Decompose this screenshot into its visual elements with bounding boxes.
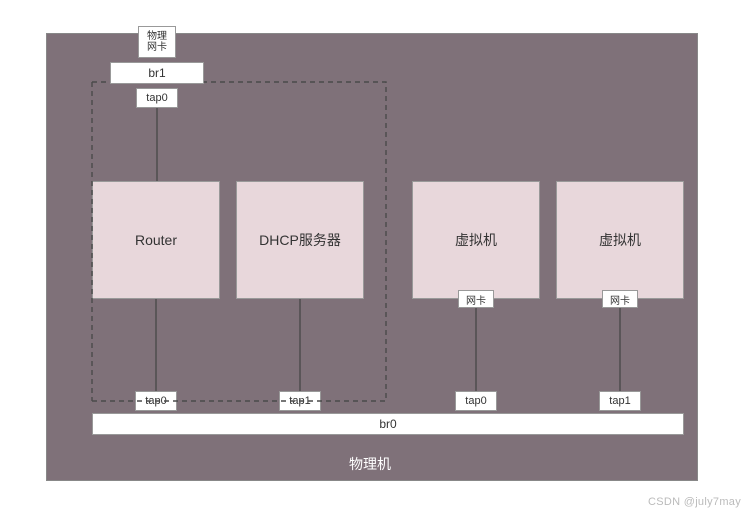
br0-bridge-box: br0 bbox=[92, 413, 684, 435]
node-vm2: 虚拟机 bbox=[556, 181, 684, 299]
node-dhcp: DHCP服务器 bbox=[236, 181, 364, 299]
physical-nic-box: 物理 网卡 bbox=[138, 26, 176, 58]
node-vm1-nic: 网卡 bbox=[458, 290, 494, 308]
node-vm2-nic: 网卡 bbox=[602, 290, 638, 308]
node-vm2-label: 虚拟机 bbox=[599, 230, 641, 250]
node-vm1: 虚拟机 bbox=[412, 181, 540, 299]
top-tap0-box: tap0 bbox=[136, 88, 178, 108]
tap-btap2: tap0 bbox=[455, 391, 497, 411]
tap-btap1: tap1 bbox=[279, 391, 321, 411]
diagram-canvas: 物理 网卡 br1 tap0 Router DHCP服务器 虚拟机网卡 虚拟机网卡 t… bbox=[0, 0, 749, 512]
host-label: 物理机 bbox=[330, 454, 410, 474]
tap-btap3: tap1 bbox=[599, 391, 641, 411]
node-router: Router bbox=[92, 181, 220, 299]
physical-nic-label: 物理 网卡 bbox=[147, 31, 167, 53]
node-router-label: Router bbox=[135, 232, 177, 248]
node-dhcp-label: DHCP服务器 bbox=[259, 230, 341, 250]
watermark-text: CSDN @july7may bbox=[648, 496, 741, 508]
br0-label: br0 bbox=[379, 417, 396, 431]
br1-bridge-box: br1 bbox=[110, 62, 204, 84]
node-vm1-label: 虚拟机 bbox=[455, 230, 497, 250]
top-tap0-label: tap0 bbox=[146, 92, 167, 104]
host-label-text: 物理机 bbox=[349, 456, 391, 472]
br1-label: br1 bbox=[148, 66, 165, 80]
tap-btap0: tap0 bbox=[135, 391, 177, 411]
